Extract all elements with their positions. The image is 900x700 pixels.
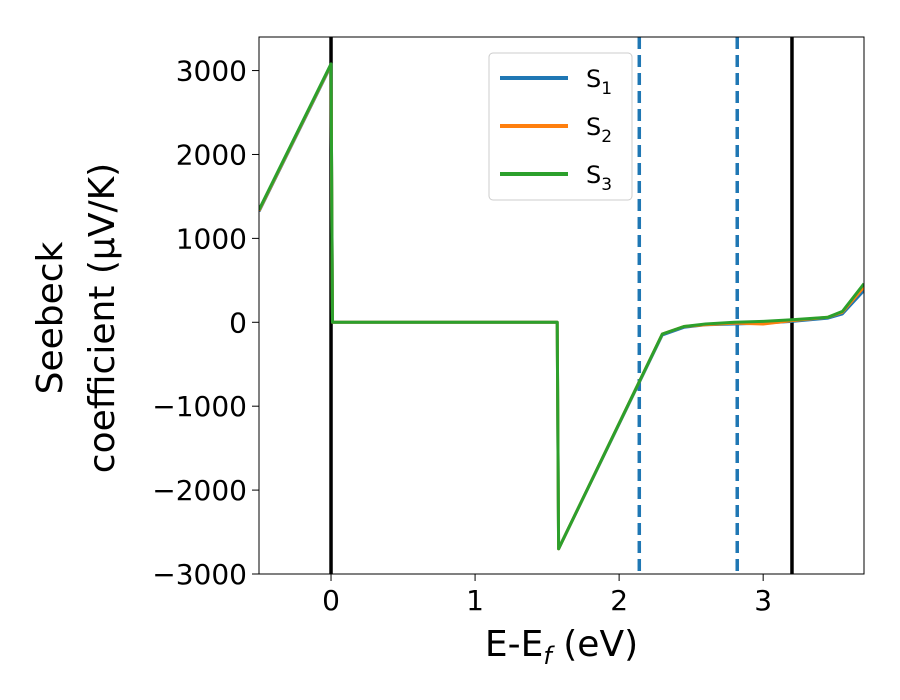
y-axis-label-line1: Seebeck — [30, 241, 71, 394]
legend-label-s3: S3 — [586, 161, 612, 195]
x-tick-label: 2 — [610, 584, 628, 617]
y-tick-label: −3000 — [152, 558, 247, 591]
x-axis-label: E-Ef (eV) — [485, 624, 638, 670]
y-axis-label-line2: coefficient (μV/K) — [82, 163, 123, 473]
x-tick-label: 1 — [466, 584, 484, 617]
y-tick-label: 0 — [229, 306, 247, 339]
legend-label-s1: S1 — [586, 65, 612, 99]
legend-label-s2: S2 — [586, 113, 612, 147]
plot-area — [259, 37, 864, 574]
x-axis-label-unit: (eV) — [552, 624, 638, 665]
y-tick-label: 2000 — [176, 138, 247, 171]
y-tick-label: 3000 — [176, 55, 247, 88]
x-tick-label: 3 — [754, 584, 772, 617]
axis-ticks: 0 1 2 3 −3000 −2000 −1000 0 1000 2000 3000 — [152, 55, 772, 617]
x-axis-label-main: E-E — [485, 624, 543, 665]
y-tick-label: 1000 — [176, 222, 247, 255]
y-tick-label: −1000 — [152, 390, 247, 423]
series-line-s3 — [259, 62, 864, 551]
axes-frame — [258, 36, 865, 575]
y-tick-label: −2000 — [152, 474, 247, 507]
legend: S1 S2 S3 — [488, 52, 633, 201]
x-tick-label: 0 — [322, 584, 340, 617]
